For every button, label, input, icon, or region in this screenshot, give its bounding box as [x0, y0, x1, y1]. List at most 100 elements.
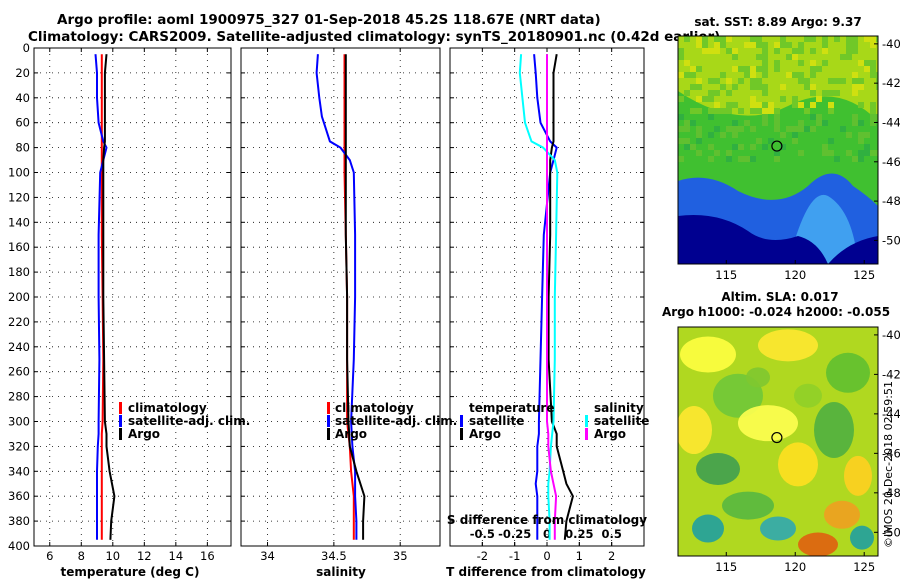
diff-legend-satellite: satellite: [469, 414, 524, 428]
diff-legend-salinity: salinity: [594, 401, 644, 415]
sst-pixel: [876, 150, 878, 156]
sst-pixel: [690, 84, 696, 90]
sst-pixel: [858, 60, 864, 66]
depth-tick-label: 240: [8, 340, 30, 354]
sst-pixel: [744, 42, 750, 48]
sst-pixel: [792, 96, 798, 102]
sst-pixel: [858, 120, 864, 126]
map-frame: [677, 326, 879, 557]
sst-pixel: [870, 66, 876, 72]
sst-pixel: [684, 36, 690, 42]
map-x-tick-label: 125: [853, 268, 875, 282]
sst-pixel: [810, 126, 816, 132]
sla-anomaly: [680, 336, 736, 373]
sst-pixel: [714, 126, 720, 132]
sst-pixel: [738, 144, 744, 150]
sst-pixel: [792, 126, 798, 132]
sst-pixel: [702, 96, 708, 102]
sst-pixel: [726, 102, 732, 108]
depth-tick-label: 0: [23, 41, 30, 55]
sst-pixel: [696, 84, 702, 90]
s-tick-label: -0.25: [498, 527, 531, 541]
sst-pixel: [762, 108, 768, 114]
series-line-s-argo: [546, 54, 558, 540]
salinity-panel: 34 34.5 35: [240, 47, 441, 563]
sst-pixel: [720, 132, 726, 138]
sst-pixel: [828, 138, 834, 144]
sst-map-title: sat. SST: 8.89 Argo: 9.37: [694, 15, 861, 29]
sla-anomaly: [692, 514, 724, 543]
sst-pixel: [744, 120, 750, 126]
sst-pixel: [684, 120, 690, 126]
sst-pixel: [852, 84, 858, 90]
sst-pixel: [846, 36, 852, 42]
x-tick-label: 2: [608, 549, 615, 563]
sst-pixel: [732, 66, 738, 72]
figure-title-line2: Climatology: CARS2009. Satellite-adjuste…: [28, 29, 721, 45]
sst-pixel: [804, 108, 810, 114]
depth-tick-label: 280: [8, 390, 30, 404]
sla-anomaly: [814, 402, 854, 459]
map-y-tick-label: -48: [882, 194, 900, 208]
sst-pixel: [684, 138, 690, 144]
sst-pixel: [816, 120, 822, 126]
map-y-tick-label: -46: [882, 446, 900, 460]
sst-pixel: [756, 54, 762, 60]
sst-pixel: [876, 36, 878, 42]
sst-pixel: [678, 126, 684, 132]
plot-frame: [33, 47, 232, 547]
x-tick-label: 14: [169, 549, 184, 563]
map-y-tick-label: -46: [882, 155, 900, 169]
sst-pixel: [696, 150, 702, 156]
sst-pixel: [678, 72, 684, 78]
sst-pixel: [708, 90, 714, 96]
map-y-tick-label: -50: [882, 233, 900, 247]
sst-pixel: [780, 96, 786, 102]
sst-pixel: [828, 102, 834, 108]
sst-pixel: [792, 132, 798, 138]
sst-pixel: [738, 66, 744, 72]
s-tick-label: 0.25: [565, 527, 593, 541]
sal-legend-swatch-argo: [327, 428, 330, 440]
sst-pixel: [696, 78, 702, 84]
sst-pixel: [774, 108, 780, 114]
sst-pixel: [834, 36, 840, 42]
sst-pixel: [864, 60, 870, 66]
sst-pixel: [690, 120, 696, 126]
temp-legend-satellite: satellite-adj. clim.: [128, 414, 250, 428]
x-tick-label: 16: [200, 549, 215, 563]
sst-pixel: [852, 48, 858, 54]
sst-pixel: [720, 42, 726, 48]
sst-pixel: [678, 54, 684, 60]
sst-pixel: [750, 72, 756, 78]
diff-legend-sal-argo: Argo: [594, 427, 626, 441]
sal-legend-swatch-satellite: [327, 415, 330, 427]
sst-pixel: [852, 114, 858, 120]
sst-pixel: [870, 102, 876, 108]
sla-anomaly: [696, 452, 740, 485]
sst-pixel: [720, 72, 726, 78]
sst-pixel: [732, 144, 738, 150]
sst-pixel: [774, 120, 780, 126]
map-x-tick-label: 120: [784, 560, 806, 574]
sst-pixel: [732, 48, 738, 54]
depth-tick-label: 20: [15, 66, 30, 80]
sst-pixel: [726, 36, 732, 42]
sst-pixel: [762, 60, 768, 66]
sst-pixel: [834, 90, 840, 96]
plot-frame: [449, 47, 645, 547]
sst-pixel: [810, 90, 816, 96]
sst-pixel: [774, 66, 780, 72]
sst-pixel: [870, 42, 876, 48]
x-tick-label: 1: [576, 549, 583, 563]
sst-pixel: [804, 126, 810, 132]
x-tick-label: 6: [46, 549, 53, 563]
sst-pixel: [756, 36, 762, 42]
sst-pixel: [870, 36, 876, 42]
sst-pixel: [810, 48, 816, 54]
sla-anomaly: [778, 442, 818, 487]
difference-top-label: S difference from climatology: [447, 513, 647, 527]
x-tick-label: 34: [260, 549, 275, 563]
argo-float-marker: [771, 431, 783, 444]
sst-pixel: [810, 72, 816, 78]
